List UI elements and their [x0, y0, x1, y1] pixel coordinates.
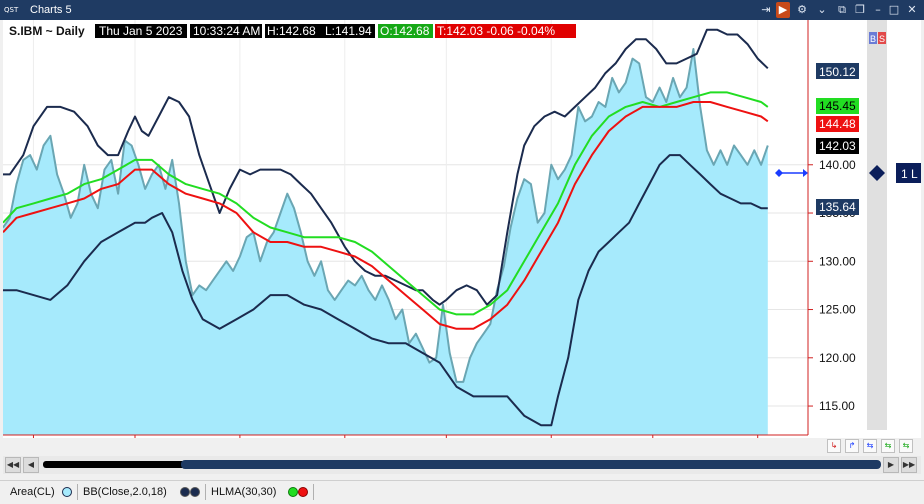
close-tag [816, 138, 859, 154]
symbol-label: S.IBM ~ Daily [9, 24, 85, 38]
high-label: H:142.68 [267, 24, 316, 38]
tool-green2-icon[interactable]: ⇆ [899, 439, 913, 453]
maximize-icon[interactable]: □ [888, 3, 900, 16]
legend-separator [205, 484, 206, 500]
hlma-low-tag-text: 144.48 [819, 117, 856, 131]
scroll-left-icon[interactable]: ◀ [23, 457, 39, 473]
hlma-high-tag [816, 98, 859, 114]
side-panel-strip [867, 20, 887, 430]
legend-bb[interactable]: BB(Close,2.0,18) [83, 486, 167, 498]
last-box [435, 24, 576, 38]
y-tick-label: 125.00 [819, 303, 856, 317]
tool-swap-icon[interactable]: ⇆ [863, 439, 877, 453]
tool-red-icon[interactable]: ↳ [827, 439, 841, 453]
copy-icon[interactable]: ⧉ [838, 3, 846, 16]
position-arrow-icon [803, 169, 808, 177]
tool-green-icon[interactable]: ⇆ [881, 439, 895, 453]
x-axis-ticks: JunJulAugSepOctNovDec2023 [32, 435, 759, 438]
bb-upper-line [3, 28, 769, 306]
hlma-low-tag [816, 116, 859, 132]
scroll-thumb[interactable] [181, 460, 881, 469]
y-tick-label: 120.00 [819, 351, 856, 365]
series-layer [3, 28, 769, 435]
time-box [190, 24, 262, 38]
position-diamond-icon [775, 169, 783, 177]
scroll-first-icon[interactable]: ◀◀ [5, 457, 21, 473]
position-badge-label: 1 L [901, 167, 918, 181]
legend-area-swatch [62, 487, 72, 497]
sell-box[interactable] [878, 32, 886, 44]
area-cl-line [3, 48, 769, 383]
scroll-last-icon[interactable]: ▶▶ [901, 457, 917, 473]
indicator-legend: Area(CL) BB(Close,2.0,18) HLMA(30,30) [0, 480, 924, 502]
legend-hlma-swatch-1 [288, 487, 298, 497]
minimize-icon[interactable]: – [875, 3, 881, 16]
legend-bb-swatch-2 [190, 487, 200, 497]
hlma-high-line [3, 91, 769, 316]
restore-icon[interactable]: ❐ [855, 3, 865, 16]
position-badge[interactable] [896, 163, 921, 183]
bb-lower-line [3, 154, 768, 427]
area-cl-fill [3, 49, 768, 435]
position-marker[interactable] [775, 169, 808, 177]
y-tick-label: 130.00 [819, 254, 856, 268]
bb-lower-tag [816, 199, 859, 215]
date-box [95, 24, 187, 38]
legend-separator [77, 484, 78, 500]
buy-box[interactable] [869, 32, 877, 44]
legend-bb-swatch-1 [180, 487, 190, 497]
buy-label: B [870, 34, 876, 44]
gear-icon[interactable]: ⚙ [797, 3, 807, 16]
link-icon[interactable]: ⇥ [761, 3, 771, 16]
low-label: L:141.94 [325, 24, 372, 38]
last-label: T:142.03 -0.06 -0.04% [437, 24, 555, 38]
y-tick-label: 140.00 [819, 158, 856, 172]
window-title: Charts 5 [30, 4, 72, 16]
tool-blue-icon[interactable]: ↱ [845, 439, 859, 453]
position-side-diamond-icon [869, 165, 885, 181]
side-panel: B S 1 L [867, 20, 921, 430]
legend-hlma[interactable]: HLMA(30,30) [211, 486, 277, 498]
bb-upper-tag-text: 150.12 [819, 65, 856, 79]
close-icon[interactable]: ✕ [907, 3, 917, 16]
scroll-right-icon[interactable]: ▶ [883, 457, 899, 473]
bb-lower-tag-text: 135.64 [819, 200, 856, 214]
title-bar: QST Charts 5 ⇥ ▶ ⚙ ⌄ ⧉ ❐ – □ ✕ [0, 0, 924, 20]
time-label: 10:33:24 AM [193, 24, 260, 38]
open-label: O:142.68 [380, 24, 430, 38]
hlma-low-line [3, 101, 769, 330]
hlma-high-tag-text: 145.45 [819, 99, 856, 113]
legend-hlma-swatch-2 [298, 487, 308, 497]
legend-area[interactable]: Area(CL) [10, 486, 55, 498]
sell-label: S [879, 34, 885, 44]
close-tag-text: 142.03 [819, 139, 856, 153]
chevron-down-icon[interactable]: ⌄ [817, 3, 827, 16]
trade-icon[interactable]: ▶ [776, 2, 790, 18]
price-tags: 150.12 145.45 144.48 142.03 135.64 [816, 63, 859, 215]
open-box [378, 24, 433, 38]
axes-layer [3, 20, 809, 436]
info-bar: S.IBM ~ Daily Thu Jan 5 2023 10:33:24 AM… [9, 24, 576, 38]
bb-upper-tag [816, 63, 859, 79]
app-logo: QST [4, 6, 19, 14]
time-scrollbar[interactable]: ◀◀ ◀ ▶ ▶▶ [3, 456, 921, 474]
high-low-box [265, 24, 375, 38]
y-tick-label: 115.00 [819, 399, 855, 413]
date-label: Thu Jan 5 2023 [99, 24, 183, 38]
legend-separator [313, 484, 314, 500]
